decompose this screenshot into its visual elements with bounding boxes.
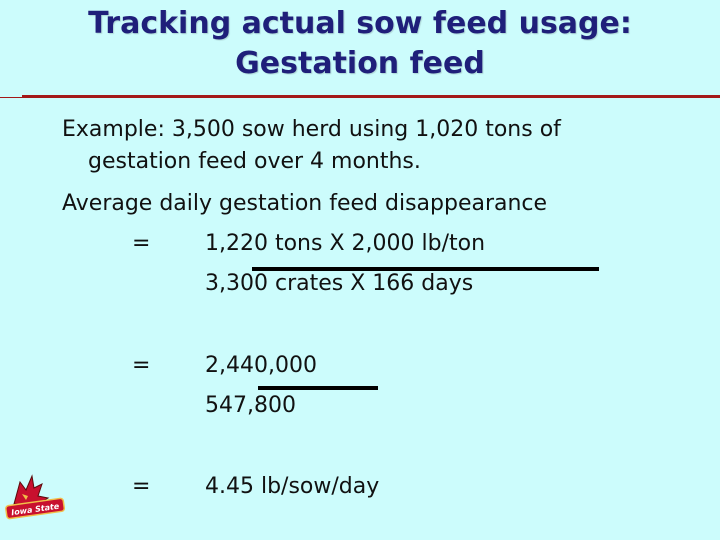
equation-2-denominator: 547,800 — [205, 393, 296, 418]
title-divider — [22, 95, 720, 98]
slide-title: Tracking actual sow feed usage: Gestatio… — [0, 4, 720, 84]
equals-sign-2: = — [132, 353, 151, 378]
fraction-bar-1 — [252, 267, 599, 271]
equation-1-denominator: 3,300 crates X 166 days — [205, 271, 474, 296]
example-line-2: gestation feed over 4 months. — [88, 149, 421, 174]
equation-3-result: 4.45 lb/sow/day — [205, 474, 380, 499]
equals-sign-1: = — [132, 231, 151, 256]
average-label: Average daily gestation feed disappearan… — [62, 191, 548, 216]
cyclone-mascot-icon: Iowa State — [5, 474, 66, 520]
iowa-state-logo: Iowa State — [4, 474, 66, 526]
title-line-1: Tracking actual sow feed usage: — [88, 6, 632, 41]
equals-sign-3: = — [132, 474, 151, 499]
fraction-bar-2 — [258, 386, 378, 390]
example-line-1: Example: 3,500 sow herd using 1,020 tons… — [62, 117, 561, 142]
title-line-2: Gestation feed — [235, 46, 485, 81]
title-divider-left — [0, 97, 22, 98]
equation-1-numerator: 1,220 tons X 2,000 lb/ton — [205, 231, 486, 256]
equation-2-numerator: 2,440,000 — [205, 353, 317, 378]
